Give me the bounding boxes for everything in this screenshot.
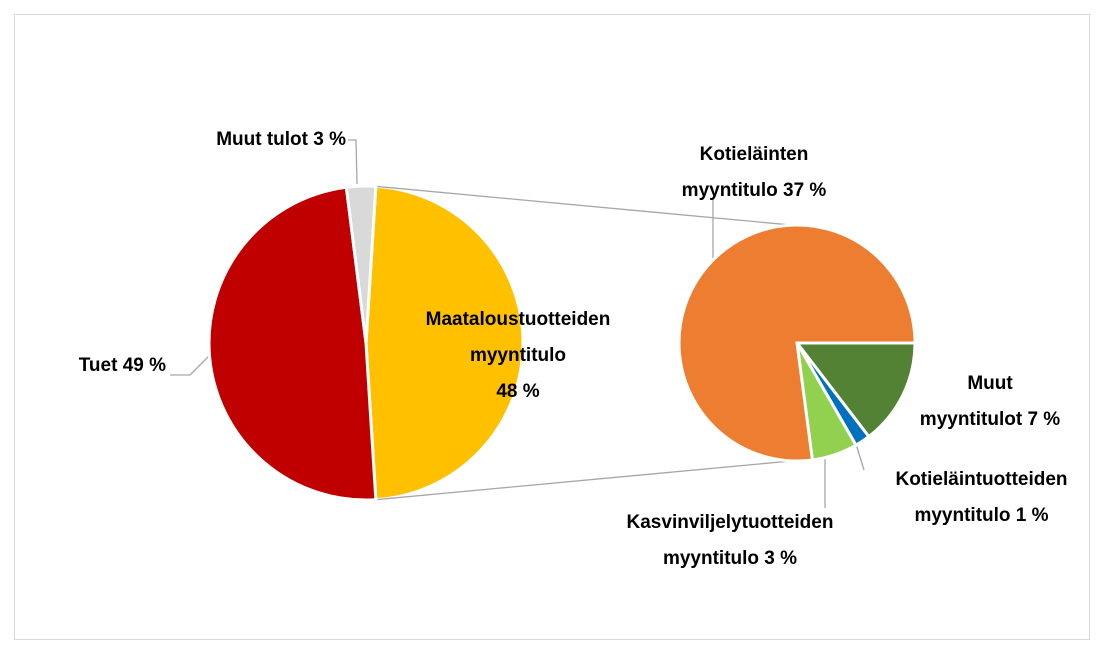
pie-slice	[344, 184, 378, 344]
data-label: Muut myyntitulot 7 %	[919, 373, 1061, 430]
pie-slice	[364, 184, 525, 502]
leader-line	[855, 443, 865, 471]
data-label: Kotieläintuotteiden myyntitulo 1 %	[895, 469, 1068, 526]
data-label: Muut tulot 3 %	[216, 129, 346, 150]
data-label: Kasvinviljelytuotteiden myyntitulo 3 %	[626, 512, 834, 569]
data-label: Kotieläinten myyntitulo 37 %	[681, 144, 827, 201]
connector-line	[375, 460, 792, 501]
leader-line	[348, 139, 358, 185]
data-label: Maataloustuotteiden myyntitulo 48 %	[425, 309, 611, 402]
pie-slice	[677, 223, 917, 463]
leader-lines	[170, 139, 865, 508]
pie-slice	[207, 185, 378, 502]
pie-slice	[793, 341, 917, 439]
data-label: Tuet 49 %	[78, 355, 166, 376]
connector-line	[375, 185, 792, 226]
leader-line	[170, 354, 211, 376]
